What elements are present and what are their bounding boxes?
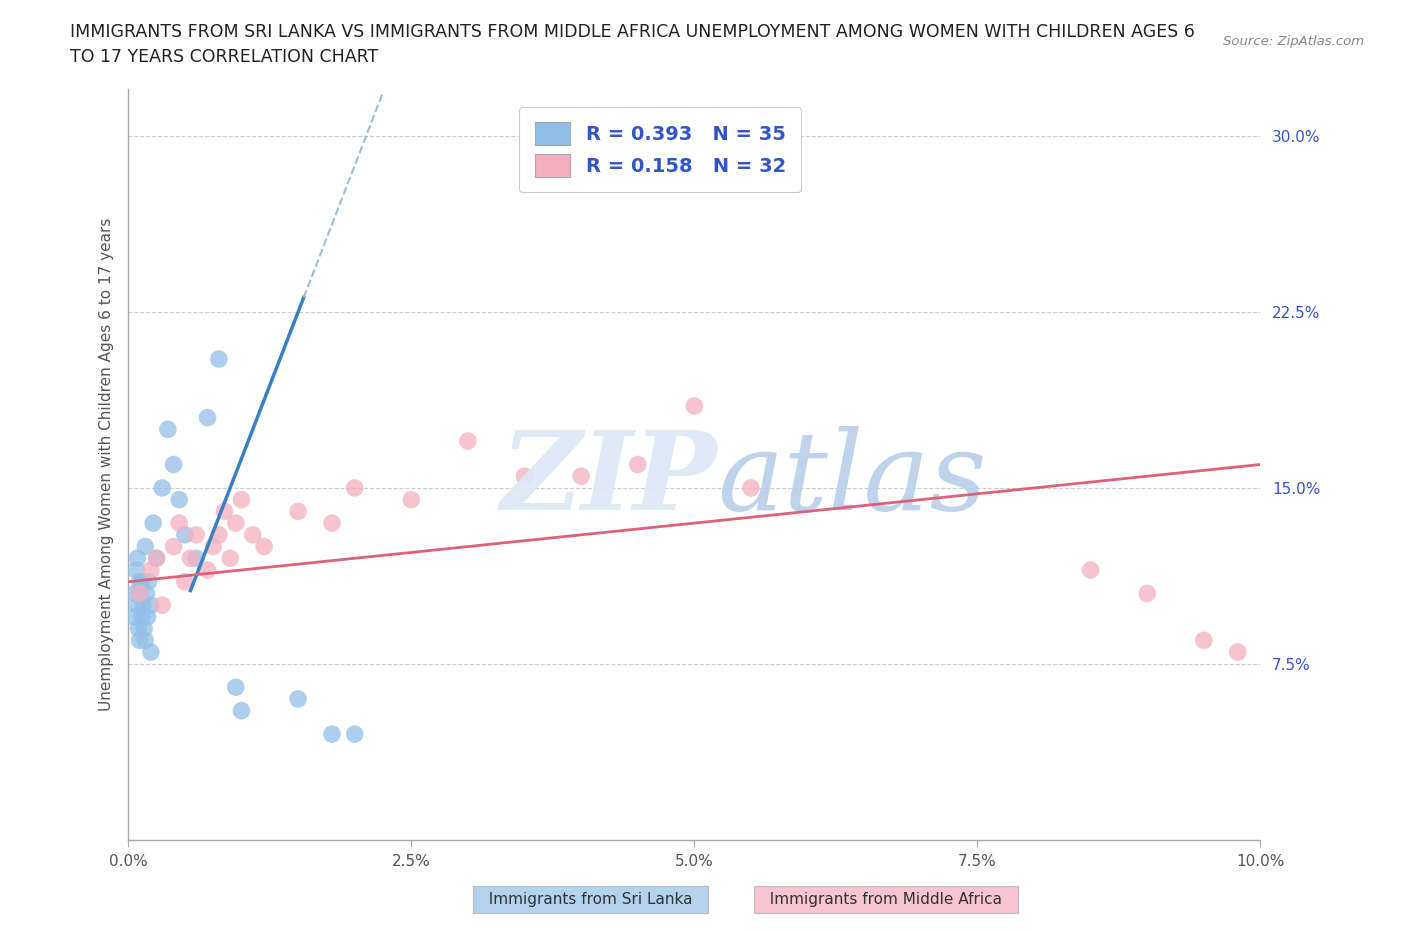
Text: TO 17 YEARS CORRELATION CHART: TO 17 YEARS CORRELATION CHART xyxy=(70,48,378,66)
Point xyxy=(142,515,165,530)
Point xyxy=(287,692,309,707)
Point xyxy=(128,575,150,590)
Text: Immigrants from Sri Lanka: Immigrants from Sri Lanka xyxy=(479,892,702,907)
Point xyxy=(128,586,150,601)
Point xyxy=(1192,633,1215,648)
Point xyxy=(180,551,202,565)
Point xyxy=(173,527,195,542)
Text: atlas: atlas xyxy=(717,426,987,533)
Point xyxy=(124,586,146,601)
Point xyxy=(138,575,160,590)
Point xyxy=(242,527,264,542)
Point xyxy=(321,726,343,741)
Point xyxy=(132,598,155,613)
Point xyxy=(219,551,242,565)
Point xyxy=(208,527,231,542)
Point xyxy=(132,621,155,636)
Point xyxy=(150,481,173,496)
Point xyxy=(136,609,159,624)
Point xyxy=(287,504,309,519)
Point xyxy=(197,563,219,578)
Point xyxy=(135,586,157,601)
Point xyxy=(139,644,162,659)
Text: Immigrants from Middle Africa: Immigrants from Middle Africa xyxy=(759,892,1012,907)
Point xyxy=(343,481,366,496)
Point xyxy=(167,492,190,507)
Point xyxy=(127,621,149,636)
Point xyxy=(740,481,762,496)
Point xyxy=(127,551,149,565)
Point xyxy=(150,598,173,613)
Point xyxy=(208,352,231,366)
Point xyxy=(321,515,343,530)
Point xyxy=(167,515,190,530)
Point xyxy=(343,726,366,741)
Point xyxy=(128,633,150,648)
Point xyxy=(162,539,184,554)
Point xyxy=(457,433,479,448)
Legend: R = 0.393   N = 35, R = 0.158   N = 32: R = 0.393 N = 35, R = 0.158 N = 32 xyxy=(519,107,801,193)
Point xyxy=(127,598,149,613)
Y-axis label: Unemployment Among Women with Children Ages 6 to 17 years: Unemployment Among Women with Children A… xyxy=(100,218,114,711)
Point xyxy=(225,680,247,695)
Point xyxy=(683,398,706,413)
Point xyxy=(162,457,184,472)
Point xyxy=(1080,563,1102,578)
Point xyxy=(401,492,423,507)
Point xyxy=(134,633,156,648)
Point xyxy=(186,551,208,565)
Point xyxy=(134,539,156,554)
Point xyxy=(186,527,208,542)
Point xyxy=(128,586,150,601)
Text: Source: ZipAtlas.com: Source: ZipAtlas.com xyxy=(1223,35,1364,48)
Point xyxy=(145,551,167,565)
Point xyxy=(202,539,225,554)
Point xyxy=(197,410,219,425)
Point xyxy=(173,575,195,590)
Point xyxy=(627,457,650,472)
Point xyxy=(125,563,148,578)
Point xyxy=(139,563,162,578)
Text: ZIP: ZIP xyxy=(501,426,717,533)
Point xyxy=(122,609,145,624)
Point xyxy=(513,469,536,484)
Point xyxy=(231,703,253,718)
Point xyxy=(569,469,592,484)
Point xyxy=(156,422,179,437)
Point xyxy=(145,551,167,565)
Point xyxy=(253,539,276,554)
Point xyxy=(1226,644,1249,659)
Point xyxy=(214,504,236,519)
Text: IMMIGRANTS FROM SRI LANKA VS IMMIGRANTS FROM MIDDLE AFRICA UNEMPLOYMENT AMONG WO: IMMIGRANTS FROM SRI LANKA VS IMMIGRANTS … xyxy=(70,23,1195,41)
Point xyxy=(1136,586,1159,601)
Point xyxy=(131,575,153,590)
Point xyxy=(225,515,247,530)
Point xyxy=(231,492,253,507)
Point xyxy=(139,598,162,613)
Point xyxy=(131,609,153,624)
